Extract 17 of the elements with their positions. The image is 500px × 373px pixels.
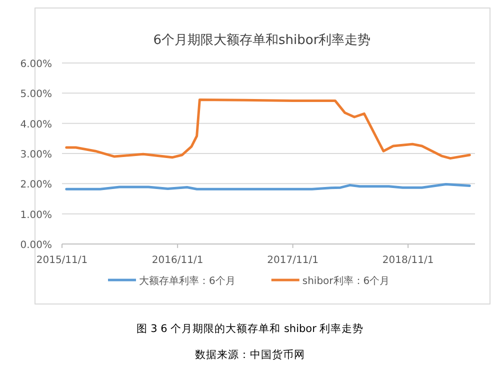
x-tick-label: 2016/11/1 [152,255,204,266]
x-tick-label: 2017/11/1 [267,255,318,266]
y-tick-label: 5.00% [20,89,52,100]
y-tick-label: 2.00% [20,180,52,191]
caption: 图 3 6 个月期限的大额存单和 shibor 利率走势 [136,322,364,335]
y-tick-label: 1.00% [20,210,52,221]
y-tick-label: 4.00% [20,119,52,130]
legend-label: 大额存单利率：6个月 [139,275,236,287]
source-note: 数据来源：中国货币网 [195,348,305,361]
y-tick-label: 6.00% [20,59,52,70]
legend-label: shibor利率：6个月 [302,275,390,287]
y-tick-label: 0.00% [20,240,52,251]
y-tick-label: 3.00% [20,150,52,160]
x-tick-label: 2015/11/1 [36,255,88,266]
x-tick-label: 2018/11/1 [382,255,434,266]
line-series [65,98,471,160]
chart-title: 6个月期限大额存单和shibor利率走势 [153,32,371,48]
